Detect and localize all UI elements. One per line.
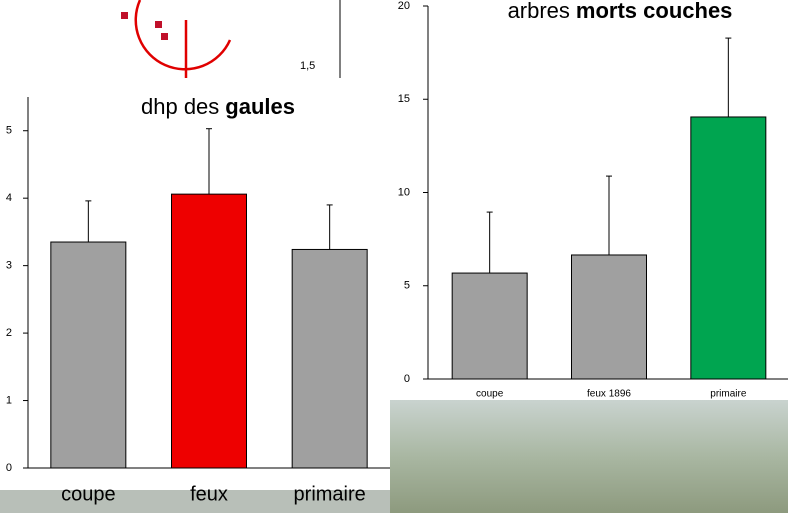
y-tick-label: 0 (404, 373, 410, 385)
bar (172, 194, 247, 468)
y-tick-label: 15 (398, 93, 410, 105)
y-tick-label: 20 (398, 0, 410, 12)
slide: 1,5 dhp desgaules 0 1 2 3 4 5 coupe feux primaire… (0, 0, 788, 513)
fragment-point (161, 33, 168, 40)
title-bold: gaules (225, 94, 295, 119)
x-tick-label: primaire (710, 389, 747, 400)
bar (572, 255, 647, 379)
bar (452, 273, 527, 379)
title-bold: morts couches (576, 0, 733, 23)
x-tick-label: primaire (294, 483, 366, 505)
x-tick-label: feux (190, 483, 228, 505)
fragment-tick-label: 1,5 (300, 60, 315, 72)
x-tick-label: coupe (476, 389, 504, 400)
y-tick-label: 4 (6, 192, 12, 204)
y-tick-label: 10 (398, 186, 410, 198)
y-tick-label: 1 (6, 394, 12, 406)
chart: arbres morts couches 0 5 10 15 20 coupe feux 189… (390, 0, 788, 400)
y-tick-label: 3 (6, 260, 12, 272)
x-tick-label: coupe (61, 483, 116, 505)
title-text: dhp des (141, 94, 219, 119)
y-tick-label: 0 (6, 462, 12, 474)
fragment-point (121, 12, 128, 19)
title-text: arbres (508, 0, 570, 23)
bar (51, 242, 126, 468)
y-tick-label: 2 (6, 327, 12, 339)
forest-photo (390, 400, 788, 513)
bar (691, 117, 766, 379)
chart-title: arbres morts couches (508, 0, 733, 23)
y-tick-label: 5 (404, 280, 410, 292)
x-tick-label: feux 1896 (587, 389, 631, 400)
fragment-point (155, 21, 162, 28)
y-tick-label: 5 (6, 125, 12, 137)
bar (292, 249, 367, 468)
